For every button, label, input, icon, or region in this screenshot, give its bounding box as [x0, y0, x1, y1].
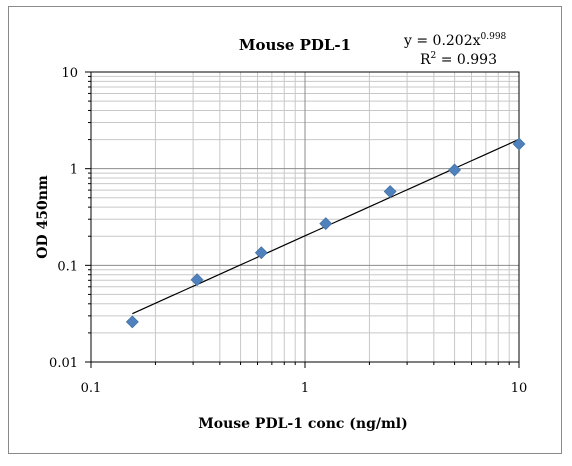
y-tick-label: 0.1	[57, 259, 78, 274]
data-point	[125, 315, 139, 329]
data-point	[254, 246, 268, 260]
r-squared-value: = 0.993	[436, 52, 497, 68]
chart-title: Mouse PDL-1	[239, 36, 351, 54]
y-tick-label: 0.01	[49, 356, 78, 371]
equation-base: y = 0.202x	[403, 33, 481, 49]
r-squared-symbol: R	[420, 52, 431, 68]
y-tick-label: 1	[70, 163, 78, 178]
data-point	[512, 137, 526, 151]
x-tick-label: 1	[301, 381, 309, 396]
y-tick-label: 10	[61, 66, 78, 81]
trendline-equation: y = 0.202x0.998	[403, 32, 507, 49]
x-tick-label: 10	[511, 381, 528, 396]
data-point	[190, 273, 204, 287]
equation-exponent: 0.998	[481, 32, 507, 42]
data-point	[319, 217, 333, 231]
x-axis-label: Mouse PDL-1 conc (ng/ml)	[198, 416, 408, 432]
x-tick-label: 0.1	[81, 381, 102, 396]
r-squared-exponent: 2	[431, 51, 437, 61]
y-axis-label: OD 450nm	[35, 175, 51, 259]
data-point	[383, 185, 397, 198]
data-point	[448, 163, 462, 177]
data-points	[125, 137, 526, 329]
axis-ticks	[85, 71, 520, 368]
chart-frame	[8, 6, 562, 454]
r-squared-label: R2 = 0.993	[420, 51, 497, 68]
